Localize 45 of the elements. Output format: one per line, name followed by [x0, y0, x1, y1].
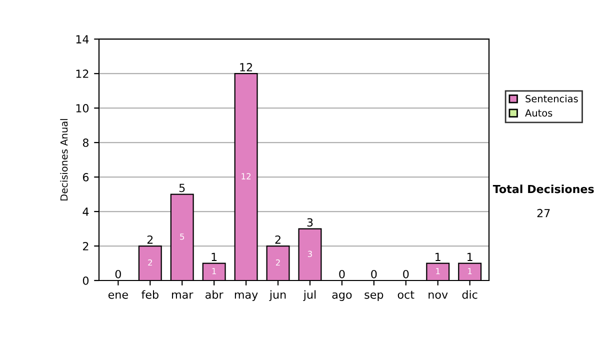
x-tick-label: jun: [269, 290, 286, 301]
y-tick-label: 10: [76, 104, 89, 112]
total-label: 2: [275, 235, 280, 244]
y-tick-label: 14: [76, 35, 89, 44]
x-tick-label: ene: [108, 292, 128, 299]
y-tick-label: 8: [82, 138, 89, 147]
y-tick-label: 2: [83, 242, 88, 250]
x-tick-label: oct: [398, 290, 414, 299]
total-label: 1: [436, 252, 440, 261]
x-tick-label: jul: [303, 290, 316, 301]
total-label: 12: [240, 63, 252, 72]
data-label: 2: [148, 259, 152, 266]
data-label: 3: [308, 250, 312, 258]
x-tick-label: may: [234, 292, 258, 301]
x-tick-label: feb: [142, 290, 158, 299]
x-tick-label: sep: [364, 292, 384, 301]
total-label: 5: [179, 184, 185, 192]
data-label: 1: [212, 268, 216, 274]
y-tick-label: 12: [76, 70, 88, 78]
total-label: 1: [468, 252, 472, 261]
data-label: 1: [468, 268, 472, 274]
y-axis-title: Decisiones Anual: [60, 119, 68, 200]
data-label: 1: [436, 268, 440, 274]
text: Total Decisiones: [492, 184, 594, 194]
x-tick-label: abr: [206, 290, 224, 299]
x-tick-label: nov: [428, 292, 448, 299]
total-label: 0: [403, 270, 409, 278]
data-label: 5: [180, 234, 184, 240]
data-label: 12: [242, 173, 251, 180]
total-label: 3: [307, 218, 313, 227]
legend-label: Sentencias: [526, 94, 578, 102]
y-tick-label: 4: [82, 208, 89, 216]
total-label: 1: [212, 252, 217, 261]
total-label: 2: [147, 235, 153, 244]
text: 27: [537, 208, 550, 218]
total-label: 0: [371, 270, 377, 278]
x-tick-label: dic: [462, 290, 478, 299]
data-label: 2: [276, 259, 280, 266]
y-tick-label: 6: [82, 173, 89, 182]
x-tick-label: mar: [172, 292, 194, 299]
total-label: 0: [339, 270, 345, 278]
legend-label: Autos: [525, 109, 552, 117]
y-tick-label: 0: [82, 276, 89, 285]
x-tick-label: ago: [332, 292, 352, 301]
total-label: 0: [115, 270, 121, 278]
